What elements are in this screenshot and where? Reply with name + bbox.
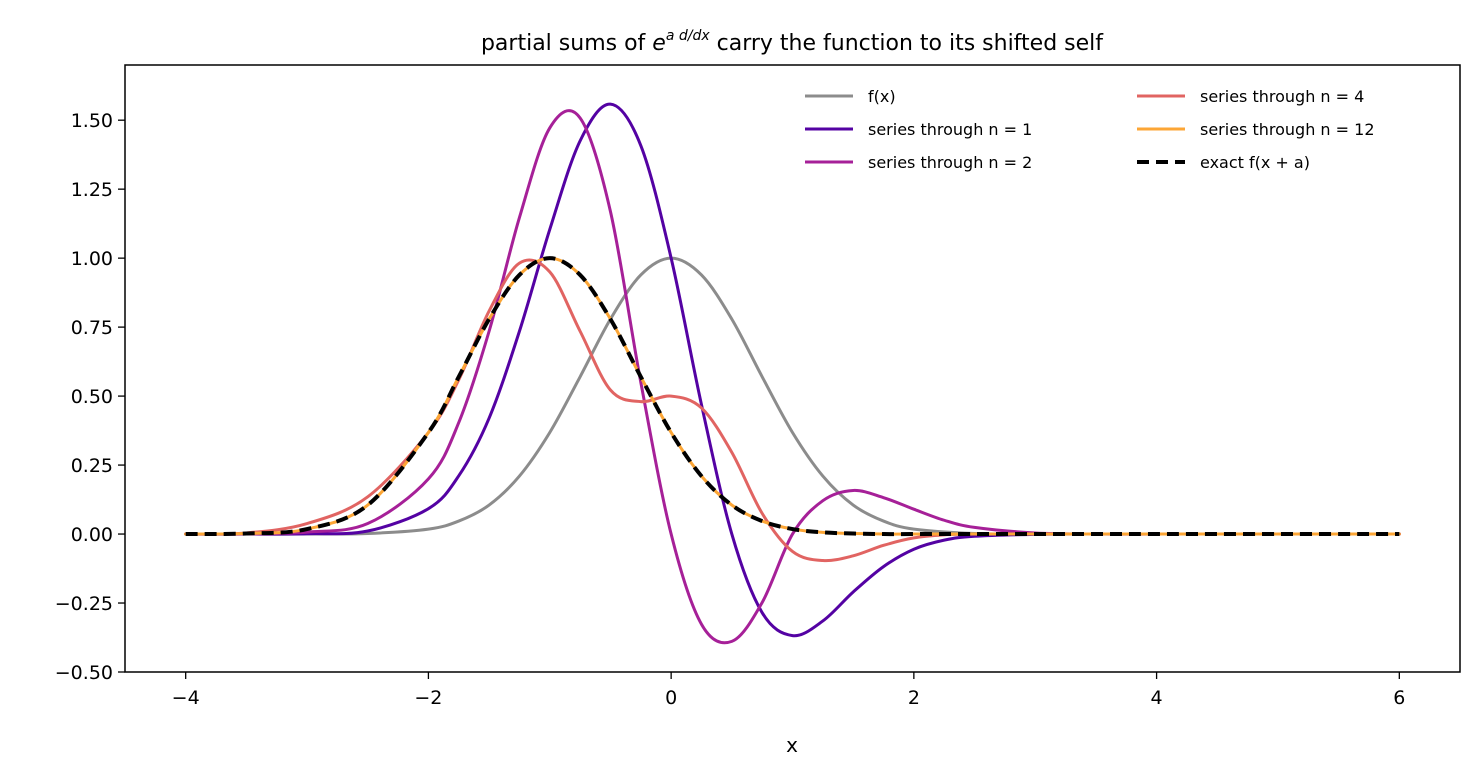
y-tick-label: −0.50 — [55, 662, 113, 684]
x-axis: −4 −2 0 2 4 6 — [172, 672, 1405, 709]
legend-label: series through n = 2 — [868, 153, 1032, 172]
legend-entry-series-through-n-4: series through n = 4 — [1137, 87, 1364, 106]
legend-label: series through n = 1 — [868, 120, 1032, 139]
legend-entry-series-through-n-2: series through n = 2 — [805, 153, 1032, 172]
chart-title-prefix: partial sums of — [481, 31, 652, 56]
chart-title-suffix: carry the function to its shifted self — [710, 31, 1105, 56]
y-tick-label: 0.50 — [71, 386, 113, 408]
series-line-exact-f-x-a — [185, 256, 1400, 537]
y-axis: −0.50 −0.25 0.00 0.25 0.50 0.75 1.00 1.25 1.50 — [55, 110, 125, 684]
legend-entry-series-through-n-1: series through n = 1 — [805, 120, 1032, 139]
legend-entry-f-x: f(x) — [805, 87, 896, 106]
y-tick-label: 0.00 — [71, 524, 113, 546]
y-tick-label: 1.50 — [71, 110, 113, 132]
x-tick-label: 0 — [665, 687, 677, 709]
chart-title-exponent: a d/dx — [666, 28, 711, 44]
x-axis-label: x — [786, 733, 798, 757]
legend-label: series through n = 4 — [1200, 87, 1364, 106]
y-tick-label: 1.25 — [71, 179, 113, 201]
legend-label: series through n = 12 — [1200, 120, 1375, 139]
x-tick-label: 4 — [1151, 687, 1163, 709]
y-tick-label: −0.25 — [55, 593, 113, 615]
legend-entry-series-through-n-12: series through n = 12 — [1137, 120, 1375, 139]
series-layer — [184, 102, 1401, 645]
legend-label: f(x) — [868, 87, 896, 106]
y-tick-label: 0.25 — [71, 455, 113, 477]
legend: f(x) series through n = 1 series through n… — [805, 87, 1375, 172]
y-tick-label: 0.75 — [71, 317, 113, 339]
chart-title: partial sums of ea d/dx carry the functi… — [481, 28, 1104, 56]
legend-entry-exact-f-x-a: exact f(x + a) — [1137, 153, 1310, 172]
plot-frame — [124, 64, 1461, 673]
x-tick-label: −4 — [172, 687, 200, 709]
chart-title-base: e — [652, 31, 666, 56]
y-tick-label: 1.00 — [71, 248, 113, 270]
x-tick-label: 6 — [1393, 687, 1405, 709]
legend-label: exact f(x + a) — [1200, 153, 1310, 172]
x-tick-label: 2 — [908, 687, 920, 709]
x-tick-label: −2 — [414, 687, 442, 709]
